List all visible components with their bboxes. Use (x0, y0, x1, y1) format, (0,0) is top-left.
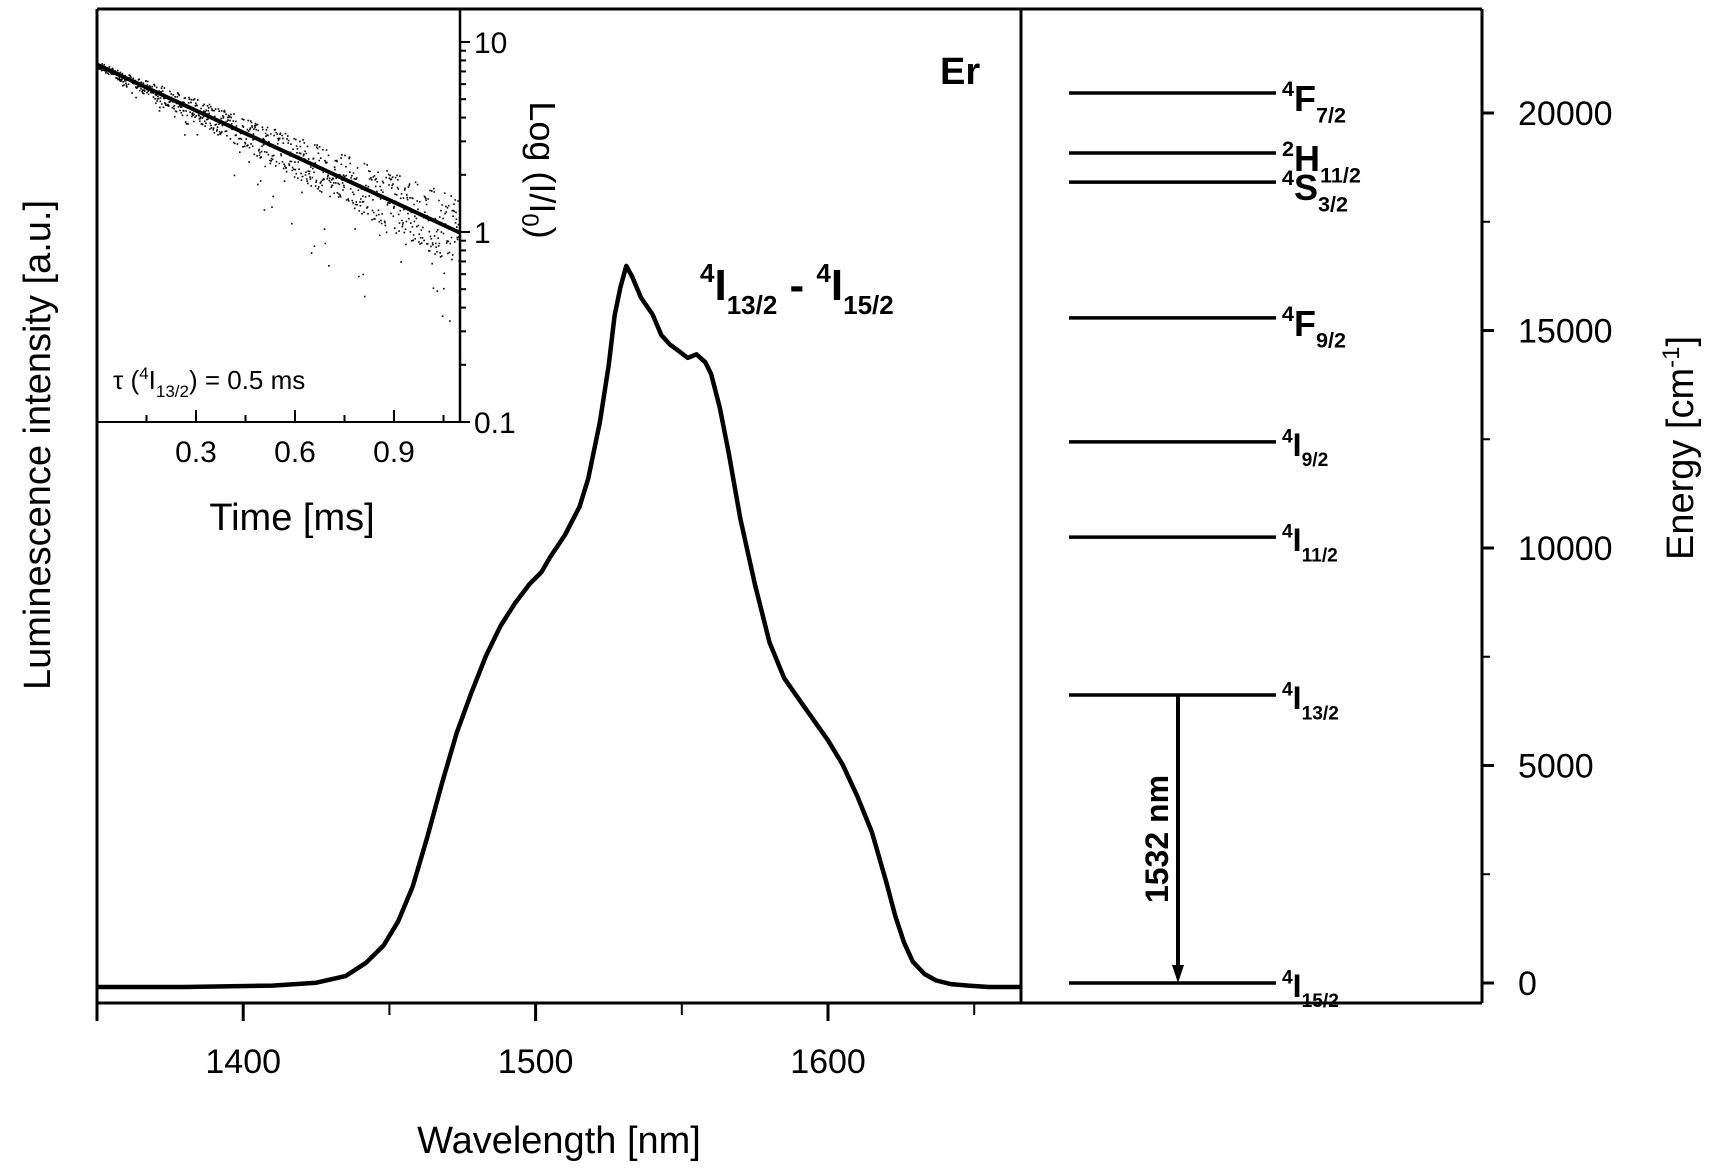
separator: - (777, 261, 816, 310)
inset-y-label-text: Log (I/I0) (516, 101, 563, 238)
multiplicity: 4 (1282, 301, 1294, 326)
j-value: 3/2 (1318, 192, 1348, 217)
energy-tick-label: 5000 (1518, 748, 1594, 786)
x-tick-label: 1500 (498, 1043, 574, 1081)
energy-level-label: 4I11/2 (1282, 522, 1338, 567)
element-label: Er (940, 51, 980, 93)
transition-text: 4I13/2 - 4I15/2 (700, 258, 894, 320)
x-tick-label: 1400 (205, 1043, 281, 1081)
ylabel-main: Log (I/I (522, 101, 563, 213)
lifetime-annotation: τ (4I13/2) = 0.5 ms (113, 364, 305, 401)
term-symbol: I (1293, 522, 1302, 558)
energy-label-main: Energy [cm (1660, 368, 1702, 560)
term-symbol: H (1294, 138, 1320, 179)
energy-level-label: 4F7/2 (1282, 76, 1346, 128)
energy-level-label: 4I15/2 (1282, 968, 1339, 1013)
y-axis-label: Luminescence intensity [a.u.] (17, 200, 59, 690)
main-spectrum-series (97, 263, 1021, 990)
multiplicity: 4 (1282, 165, 1294, 190)
inset-x-tick-label: 0.3 (175, 436, 217, 469)
decay-data-points (97, 63, 462, 360)
arrowhead-icon (1172, 965, 1184, 983)
tau-term: I (149, 365, 156, 395)
spectrum-line (97, 263, 1021, 990)
energy-level-label: 4F9/2 (1282, 301, 1346, 353)
energy-axis-ticks: 0 5000 10000 15000 20000 (1482, 95, 1613, 1003)
tau-multiplicity: 4 (139, 364, 148, 383)
inset-y-tick-label: 10 (474, 27, 507, 60)
inset-fit-line (96, 62, 461, 235)
ylabel-subscript: 0 (516, 213, 543, 226)
energy-label-close: ] (1660, 336, 1702, 347)
inset-x-tick-label: 0.6 (274, 436, 316, 469)
lifetime-text: τ (4I13/2) = 0.5 ms (113, 364, 305, 401)
energy-tick-label: 20000 (1518, 95, 1613, 133)
ylabel-close: ) (522, 227, 563, 239)
tau-prefix: τ ( (113, 365, 139, 395)
inset-ticks: 0.3 0.6 0.9 10 1 0.1 (145, 27, 516, 469)
tau-suffix: ) = 0.5 ms (189, 365, 305, 395)
inset-x-tick-label: 0.9 (373, 436, 415, 469)
multiplicity: 4 (1282, 76, 1294, 101)
j-value: 11/2 (1302, 545, 1338, 566)
lower-term: I (831, 261, 843, 310)
energy-label-text: Energy [cm-1] (1658, 336, 1702, 560)
x-tick-label: 1600 (790, 1043, 866, 1081)
multiplicity: 4 (1282, 522, 1293, 543)
energy-level-label: 4I13/2 (1282, 680, 1339, 725)
energy-level-label: 4S3/2 (1282, 165, 1348, 217)
j-value: 11/2 (1320, 163, 1361, 188)
lower-j: 15/2 (843, 290, 894, 320)
main-x-ticks: 1400 1500 1600 (205, 1003, 976, 1081)
energy-tick-label: 15000 (1518, 313, 1613, 351)
j-value: 9/2 (1302, 450, 1329, 471)
multiplicity: 4 (1282, 680, 1293, 701)
upper-term: I (714, 261, 726, 310)
lower-multiplicity: 4 (816, 258, 831, 288)
term-symbol: I (1293, 427, 1302, 463)
term-symbol: I (1293, 680, 1302, 716)
multiplicity: 4 (1282, 426, 1293, 447)
energy-tick-label: 0 (1518, 965, 1537, 1003)
main-plot-frame (95, 7, 1484, 1021)
term-symbol: I (1293, 968, 1302, 1004)
x-axis-label: Wavelength [nm] (417, 1120, 701, 1162)
multiplicity: 4 (1282, 968, 1293, 989)
energy-axis-label: Energy [cm-1] (1658, 336, 1702, 560)
tau-j: 13/2 (156, 382, 189, 401)
energy-levels: 4I15/24I13/24I11/24I9/24F9/24S3/22H11/24… (1069, 76, 1361, 1012)
energy-label-sup: -1 (1658, 347, 1685, 368)
upper-multiplicity: 4 (700, 258, 715, 288)
transition-wavelength-label: 1532 nm (1139, 775, 1175, 903)
j-value: 13/2 (1302, 703, 1339, 724)
inset-data-points (97, 63, 462, 360)
term-symbol: F (1294, 303, 1316, 344)
transition-label: 4I13/2 - 4I15/2 (700, 258, 894, 320)
upper-j: 13/2 (727, 290, 778, 320)
term-symbol: F (1294, 78, 1316, 119)
inset-y-axis-label: Log (I/I0) (516, 101, 563, 238)
exponential-fit-line (96, 62, 461, 235)
energy-tick-label: 10000 (1518, 530, 1613, 568)
energy-level-label: 2H11/2 (1282, 136, 1361, 188)
transition-arrow: 1532 nm (1139, 695, 1184, 983)
j-value: 15/2 (1302, 991, 1339, 1012)
j-value: 9/2 (1316, 327, 1346, 352)
energy-level-label: 4I9/2 (1282, 426, 1328, 471)
j-value: 7/2 (1316, 103, 1346, 128)
term-symbol: S (1294, 167, 1318, 208)
inset-x-axis-label: Time [ms] (209, 497, 374, 539)
multiplicity: 2 (1282, 136, 1294, 161)
inset-decay-plot: 0.3 0.6 0.9 10 1 0.1 Time [ms] Log (I/I0) τ (… (96, 9, 563, 539)
inset-y-tick-label: 1 (474, 217, 491, 250)
inset-y-tick-label: 0.1 (474, 407, 516, 440)
